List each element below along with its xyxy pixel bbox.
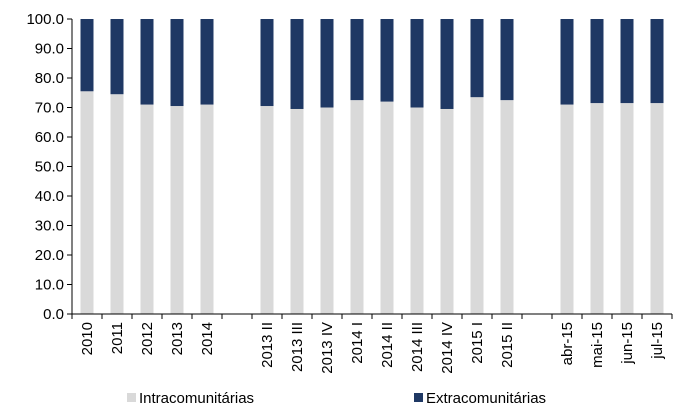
bar-extracomunitarias-18 xyxy=(620,19,634,104)
x-tick-label: 2014 xyxy=(199,322,216,355)
x-tick-label: jun-15 xyxy=(619,322,636,365)
y-tick-label: 0.0 xyxy=(43,306,64,323)
x-tick-label: 2011 xyxy=(109,322,126,354)
y-tick-label: 60.0 xyxy=(35,129,64,146)
x-tick-label: 2013 II xyxy=(259,322,276,368)
y-tick-label: 90.0 xyxy=(35,41,64,58)
legend: Intracomunitárias Extracomunitárias xyxy=(127,390,546,407)
y-tick-label: 100.0 xyxy=(26,11,64,28)
x-tick-label: 2014 IV xyxy=(439,322,456,374)
bar-intracomunitarias-11 xyxy=(410,107,424,314)
bar-extracomunitarias-14 xyxy=(500,19,514,101)
bar-extracomunitarias-12 xyxy=(440,19,454,109)
y-tick-label: 40.0 xyxy=(35,188,64,205)
x-tick-label: 2014 II xyxy=(379,322,396,368)
bar-intracomunitarias-9 xyxy=(350,100,364,315)
legend-label-intracomunitarias: Intracomunitárias xyxy=(139,390,254,407)
bar-intracomunitarias-2 xyxy=(140,104,154,314)
x-tick-label: abr-15 xyxy=(559,322,576,365)
x-tick-label: jul-15 xyxy=(649,322,666,360)
y-axis: 0.0 10.0 20.0 30.0 40.0 50.0 60.0 70.0 80.0 90.0 1… xyxy=(26,11,73,323)
x-tick-label: 2014 I xyxy=(349,322,366,364)
bar-intracomunitarias-19 xyxy=(650,103,664,314)
bar-intracomunitarias-4 xyxy=(200,104,214,314)
bar-extracomunitarias-8 xyxy=(320,19,334,108)
bar-extracomunitarias-7 xyxy=(290,19,304,109)
x-tick-label: 2013 III xyxy=(289,322,306,372)
bar-intracomunitarias-12 xyxy=(440,108,454,314)
y-tick-label: 30.0 xyxy=(35,218,64,235)
bar-intracomunitarias-7 xyxy=(290,108,304,314)
bar-extracomunitarias-16 xyxy=(560,19,574,105)
y-tick-label: 50.0 xyxy=(35,159,64,176)
bar-intracomunitarias-6 xyxy=(260,106,274,314)
bar-intracomunitarias-17 xyxy=(590,103,604,314)
bar-intracomunitarias-3 xyxy=(170,106,184,314)
legend-label-extracomunitarias: Extracomunitárias xyxy=(426,390,546,407)
x-tick-label: 2013 IV xyxy=(319,322,336,374)
x-tick-label: 2010 xyxy=(79,322,96,355)
bar-intracomunitarias-10 xyxy=(380,101,394,314)
bar-intracomunitarias-18 xyxy=(620,103,634,314)
y-tick-label: 70.0 xyxy=(35,100,64,117)
bar-intracomunitarias-8 xyxy=(320,107,334,314)
x-tick-label: 2013 xyxy=(169,322,186,355)
bar-intracomunitarias-1 xyxy=(110,94,124,314)
x-tick-label: mai-15 xyxy=(589,322,606,368)
bar-intracomunitarias-13 xyxy=(470,97,484,315)
bar-extracomunitarias-11 xyxy=(410,19,424,108)
y-tick-label: 20.0 xyxy=(35,247,64,264)
bar-extracomunitarias-1 xyxy=(110,19,124,95)
x-tick-label: 2014 III xyxy=(409,322,426,372)
x-tick-label: 2015 I xyxy=(469,322,486,364)
bar-extracomunitarias-2 xyxy=(140,19,154,105)
bar-extracomunitarias-6 xyxy=(260,19,274,107)
bar-extracomunitarias-17 xyxy=(590,19,604,104)
legend-swatch-extracomunitarias xyxy=(414,393,423,402)
bar-intracomunitarias-16 xyxy=(560,104,574,314)
bar-extracomunitarias-4 xyxy=(200,19,214,105)
bar-extracomunitarias-9 xyxy=(350,19,364,101)
bars-layer xyxy=(80,19,664,315)
bar-intracomunitarias-14 xyxy=(500,100,514,315)
bar-intracomunitarias-0 xyxy=(80,91,94,314)
x-tick-label: 2012 xyxy=(139,322,156,355)
y-tick-label: 80.0 xyxy=(35,70,64,87)
bar-extracomunitarias-13 xyxy=(470,19,484,98)
x-tick-label: 2015 II xyxy=(499,322,516,368)
legend-swatch-intracomunitarias xyxy=(127,393,136,402)
bar-extracomunitarias-19 xyxy=(650,19,664,104)
bar-extracomunitarias-10 xyxy=(380,19,394,102)
bar-extracomunitarias-0 xyxy=(80,19,94,92)
y-tick-label: 10.0 xyxy=(35,277,64,294)
x-axis: 2010 2011 2012 2013 2014 2013 II 2013 III 2013 … xyxy=(71,313,673,374)
bar-extracomunitarias-3 xyxy=(170,19,184,107)
